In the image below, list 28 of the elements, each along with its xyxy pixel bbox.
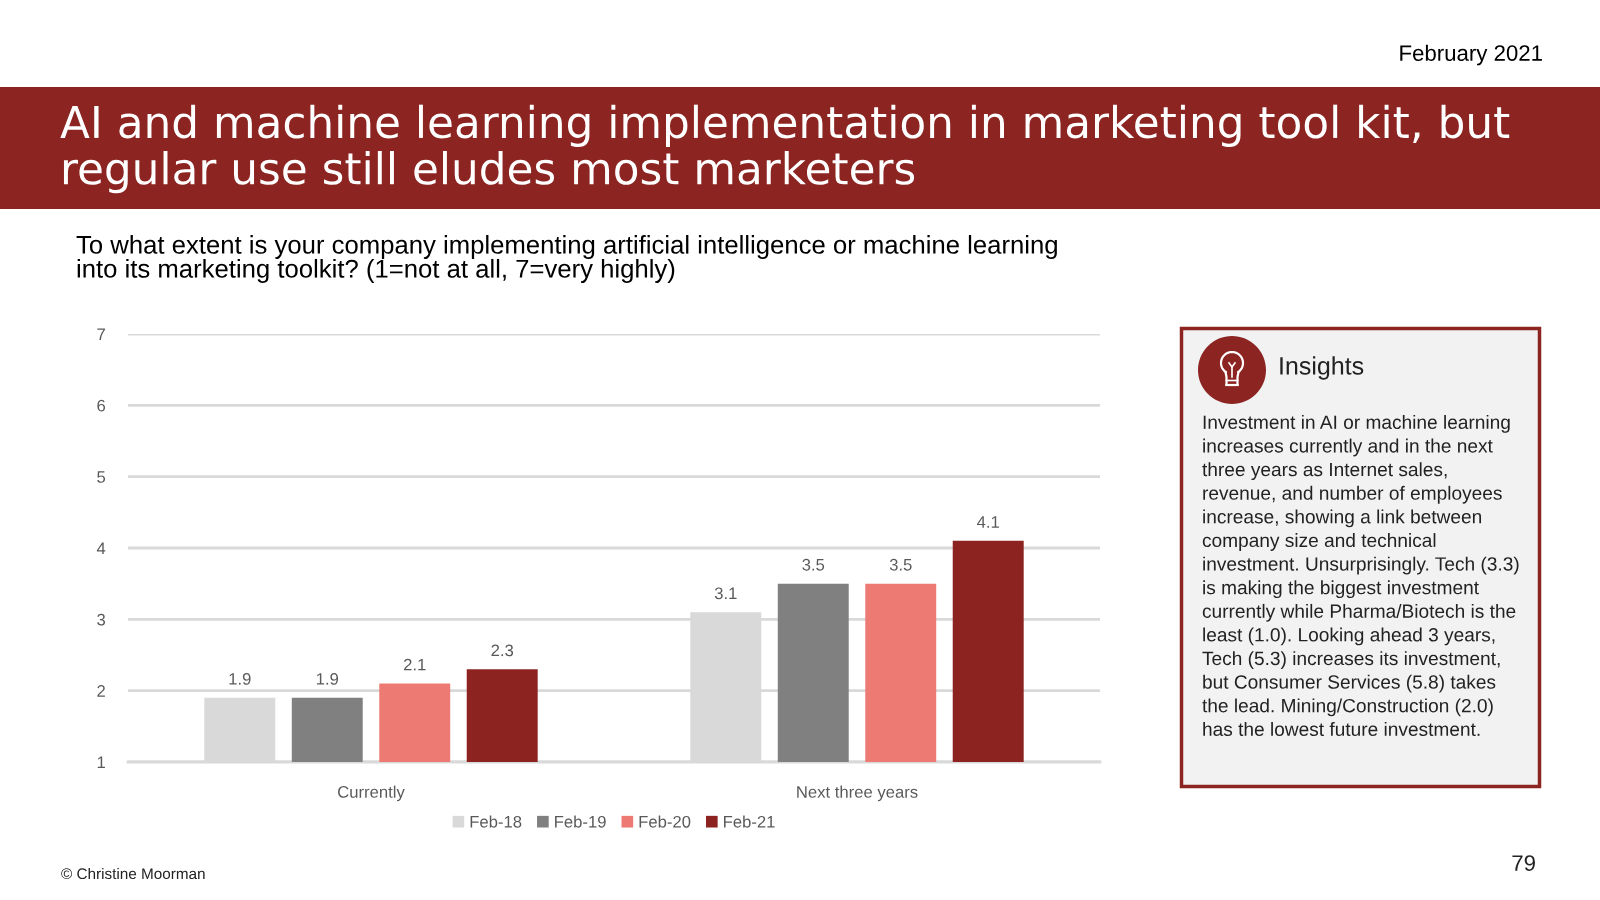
y-tick-label: 1 (97, 756, 105, 769)
data-label: 2.1 (404, 658, 426, 671)
text: 79 (1512, 855, 1535, 871)
y-tick-label: 2 (97, 685, 105, 697)
text: Investment in AI or machine learning increases currently and in the next three years as Internet sales, revenue, and number of employees increase, showing a link between company size and technical investment. Unsurprisingly. Tech (3.3) is making the biggest investment currently while Pharma/Biotech is the least (1.0). Looking ahead 3 years, Tech (5.3) increases its investment, but Consumer Services (5.8) takes the lead. Mining/Construction (2.0) has the lowest future investment. (1202, 415, 1519, 737)
legend-label: Feb-19 (555, 815, 606, 828)
y-tick-label: 5 (97, 471, 106, 483)
y-tick-label: 7 (97, 328, 105, 341)
y-tick-label: 3 (97, 613, 106, 626)
text: Insights (1280, 356, 1364, 380)
x-tick-label: Next three years (797, 785, 918, 802)
legend-label: Feb-21 (724, 815, 775, 828)
data-label: 4.1 (977, 516, 999, 528)
text: © Christine Moorman (61, 867, 205, 880)
legend-label: Feb-18 (470, 815, 522, 828)
data-label: 2.3 (491, 644, 514, 657)
data-label: 3.1 (714, 587, 737, 600)
data-label: 1.9 (229, 672, 251, 685)
chart-title: AI and machine learning implementation in marketing tool kit, but regular use still eludes most marketers (60, 104, 1510, 194)
y-tick-label: 4 (96, 542, 106, 555)
data-label: 3.5 (889, 558, 912, 571)
data-label: 1.9 (316, 672, 339, 685)
x-tick-label: Currently (338, 785, 405, 802)
data-label: 3.5 (802, 558, 825, 571)
legend-label: Feb-20 (639, 815, 691, 828)
text: February 2021 (1400, 44, 1542, 66)
y-tick-label: 6 (97, 399, 106, 412)
chart-subtitle: To what extent is your company implementing artificial intelligence or machine learning into its marketing toolkit? (1=not at all, 7=very highly) (76, 235, 1057, 283)
